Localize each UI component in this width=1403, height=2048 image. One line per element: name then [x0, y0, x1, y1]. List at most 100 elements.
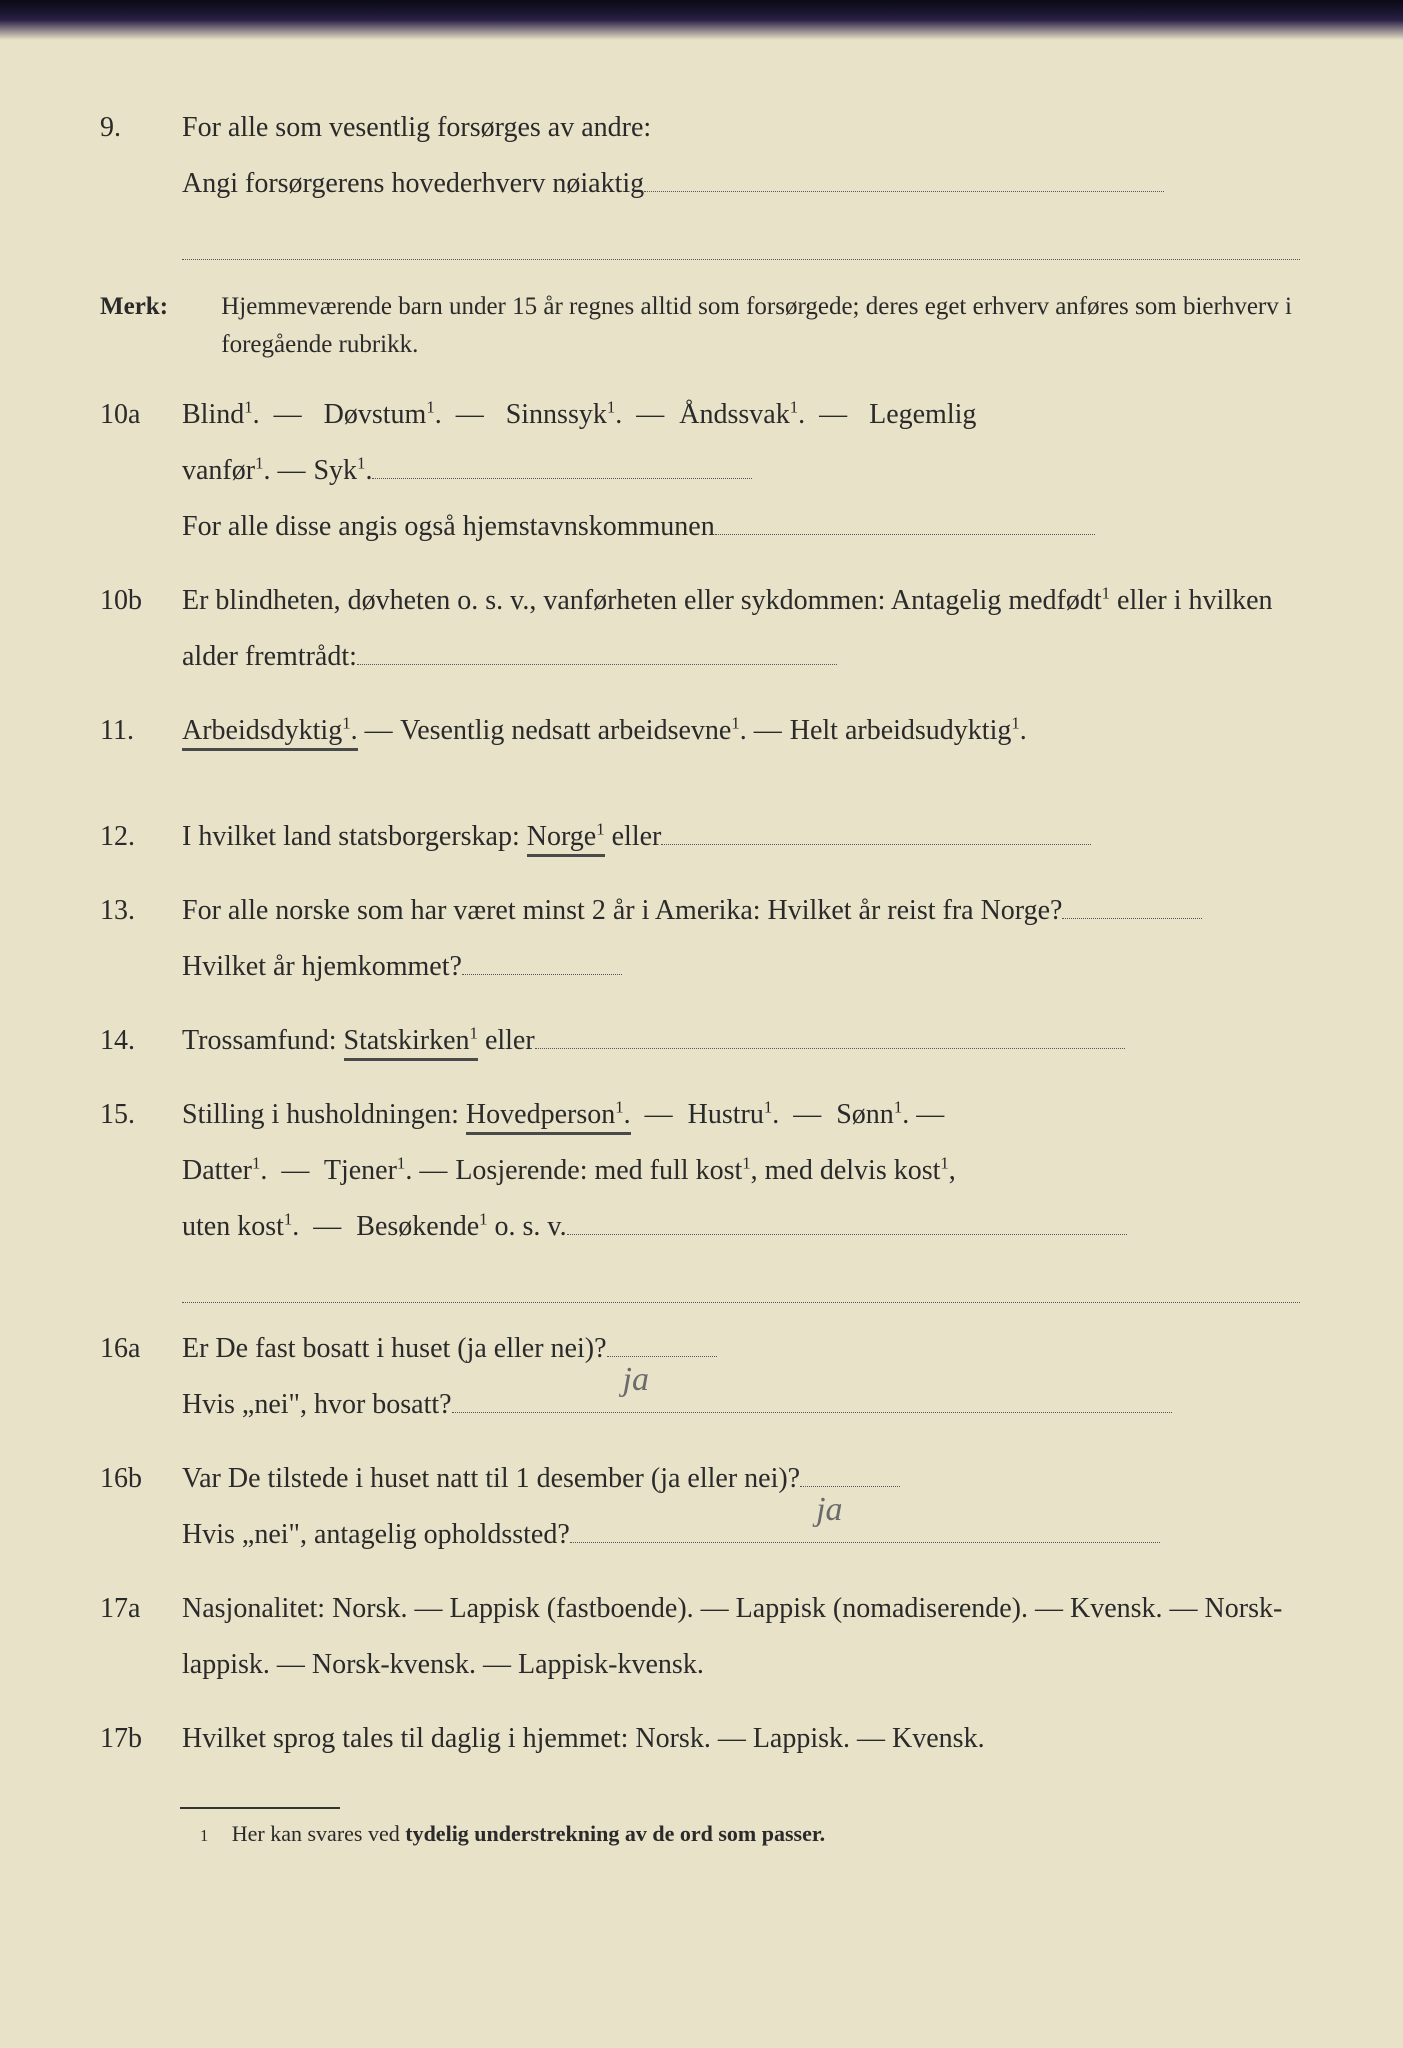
q15-losj3: uten kost	[182, 1211, 284, 1242]
q10b-text: Er blindheten, døvheten o. s. v., vanfør…	[182, 585, 1102, 616]
q12-after: eller	[605, 821, 662, 852]
q15-underlined: Hovedperson1.	[466, 1099, 631, 1135]
q17a-content: Nasjonalitet: Norsk. — Lappisk (fastboen…	[182, 1581, 1300, 1693]
scan-edge	[0, 0, 1403, 40]
q9-blank-full	[182, 232, 1300, 260]
q15-blank-full	[182, 1275, 1300, 1303]
q16b-answer: ja	[810, 1476, 848, 1544]
q17b-content: Hvilket sprog tales til daglig i hjemmet…	[182, 1711, 1300, 1767]
q15-sonn: Sønn	[836, 1099, 894, 1130]
q15-text: Stilling i husholdningen:	[182, 1099, 466, 1130]
q16b-content: Var De tilstede i huset natt til 1 desem…	[182, 1451, 1300, 1563]
q13-blank1	[1062, 918, 1202, 919]
footnote-text-bold: tydelig understrekning av de ord som pas…	[405, 1821, 825, 1846]
q16a-answer-blank: ja	[607, 1356, 717, 1357]
q15-hustru: Hustru	[688, 1099, 764, 1130]
q16a-text: Er De fast bosatt i huset (ja eller nei)…	[182, 1333, 607, 1364]
footnote-rule	[180, 1807, 340, 1809]
q17b-number: 17b	[100, 1711, 175, 1767]
q15-content: Stilling i husholdningen: Hovedperson1. …	[182, 1087, 1300, 1303]
q10a-line2: For alle disse angis også hjemstavnskomm…	[182, 511, 715, 542]
q10a-blank	[372, 478, 752, 479]
q16b-text: Var De tilstede i huset natt til 1 desem…	[182, 1463, 800, 1494]
q13-text: For alle norske som har været minst 2 år…	[182, 895, 1062, 926]
q10b-content: Er blindheten, døvheten o. s. v., vanfør…	[182, 573, 1300, 685]
q15-losj2: , med delvis kost	[751, 1155, 941, 1186]
q14-content: Trossamfund: Statskirken1 eller	[182, 1013, 1300, 1069]
q11-number: 11.	[100, 703, 175, 759]
q13-blank2	[462, 974, 622, 975]
q10b-blank	[357, 664, 837, 665]
q10b-number: 10b	[100, 573, 175, 629]
q16a-answer: ja	[617, 1346, 655, 1414]
q16a-blank2	[452, 1412, 1172, 1413]
question-17b: 17b Hvilket sprog tales til daglig i hje…	[100, 1711, 1303, 1767]
q15-blank	[567, 1234, 1127, 1235]
q12-number: 12.	[100, 809, 175, 865]
q10a-opt5: Legemlig	[869, 399, 976, 430]
q14-number: 14.	[100, 1013, 175, 1069]
question-16b: 16b Var De tilstede i huset natt til 1 d…	[100, 1451, 1303, 1563]
q16a-number: 16a	[100, 1321, 175, 1377]
question-12: 12. I hvilket land statsborgerskap: Norg…	[100, 809, 1303, 865]
q17a-number: 17a	[100, 1581, 175, 1637]
q10a-opt6: vanfør	[182, 455, 255, 486]
q16a-text2: Hvis „nei", hvor bosatt?	[182, 1389, 452, 1420]
q13-text2: Hvilket år hjemkommet?	[182, 951, 462, 982]
footnote: 1 Her kan svares ved tydelig understrekn…	[200, 1821, 1303, 1847]
merk-note: Merk: Hjemmeværende barn under 15 år reg…	[100, 288, 1303, 363]
question-11: 11. Arbeidsdyktig1. — Vesentlig nedsatt …	[100, 703, 1303, 759]
q10a-opt2: Døvstum	[324, 399, 427, 430]
q15-tjener: Tjener	[324, 1155, 397, 1186]
q13-content: For alle norske som har været minst 2 år…	[182, 883, 1300, 995]
q10a-opt4: Åndssvak	[679, 399, 789, 430]
q11-content: Arbeidsdyktig1. — Vesentlig nedsatt arbe…	[182, 703, 1300, 759]
question-10a: 10a Blind1. — Døvstum1. — Sinnssyk1. — Å…	[100, 387, 1303, 555]
footnote-number: 1	[200, 1826, 208, 1845]
document-page: 9. For alle som vesentlig forsørges av a…	[0, 0, 1403, 2048]
q9-line1: For alle som vesentlig forsørges av andr…	[182, 112, 651, 143]
q12-text: I hvilket land statsborgerskap:	[182, 821, 527, 852]
q9-number: 9.	[100, 100, 175, 156]
q11-opt1: Arbeidsdyktig1.	[182, 715, 358, 751]
q9-line2: Angi forsørgerens hovederhverv nøiaktig	[182, 168, 644, 199]
q16a-content: Er De fast bosatt i huset (ja eller nei)…	[182, 1321, 1300, 1433]
q15-losj: Losjerende: med full kost	[455, 1155, 742, 1186]
q11-mid: Vesentlig nedsatt arbeidsevne	[400, 715, 731, 746]
merk-text: Hjemmeværende barn under 15 år regnes al…	[181, 288, 1299, 363]
q10a-blank2	[715, 534, 1095, 535]
question-10b: 10b Er blindheten, døvheten o. s. v., va…	[100, 573, 1303, 685]
q16b-text2: Hvis „nei", antagelig opholdssted?	[182, 1519, 570, 1550]
q10a-opt7: Syk	[313, 455, 357, 486]
question-16a: 16a Er De fast bosatt i huset (ja eller …	[100, 1321, 1303, 1433]
q12-blank	[661, 844, 1091, 845]
question-14: 14. Trossamfund: Statskirken1 eller	[100, 1013, 1303, 1069]
q9-content: For alle som vesentlig forsørges av andr…	[182, 100, 1300, 260]
q14-text: Trossamfund:	[182, 1025, 344, 1056]
question-13: 13. For alle norske som har været minst …	[100, 883, 1303, 995]
q14-blank	[535, 1048, 1125, 1049]
q12-content: I hvilket land statsborgerskap: Norge1 e…	[182, 809, 1300, 865]
q10a-number: 10a	[100, 387, 175, 443]
q14-underlined: Statskirken1	[344, 1025, 478, 1061]
q12-underlined: Norge1	[527, 821, 605, 857]
q10a-opt3: Sinnssyk	[506, 399, 607, 430]
question-17a: 17a Nasjonalitet: Norsk. — Lappisk (fast…	[100, 1581, 1303, 1693]
q15-besok: Besøkende	[356, 1211, 479, 1242]
footnote-text-before: Her kan svares ved	[232, 1821, 406, 1846]
q14-after: eller	[478, 1025, 535, 1056]
q11-opt3: Helt arbeidsudyktig	[790, 715, 1012, 746]
question-15: 15. Stilling i husholdningen: Hovedperso…	[100, 1087, 1303, 1303]
q16b-blank2	[570, 1542, 1160, 1543]
question-9: 9. For alle som vesentlig forsørges av a…	[100, 100, 1303, 260]
q13-number: 13.	[100, 883, 175, 939]
q16b-answer-blank: ja	[800, 1486, 900, 1487]
q10a-content: Blind1. — Døvstum1. — Sinnssyk1. — Åndss…	[182, 387, 1300, 555]
merk-label: Merk:	[100, 288, 175, 326]
q15-datter: Datter	[182, 1155, 252, 1186]
q16b-number: 16b	[100, 1451, 175, 1507]
q10a-opt1: Blind	[182, 399, 244, 430]
q15-number: 15.	[100, 1087, 175, 1143]
q15-osv: o. s. v.	[488, 1211, 567, 1242]
q9-blank	[644, 191, 1164, 192]
